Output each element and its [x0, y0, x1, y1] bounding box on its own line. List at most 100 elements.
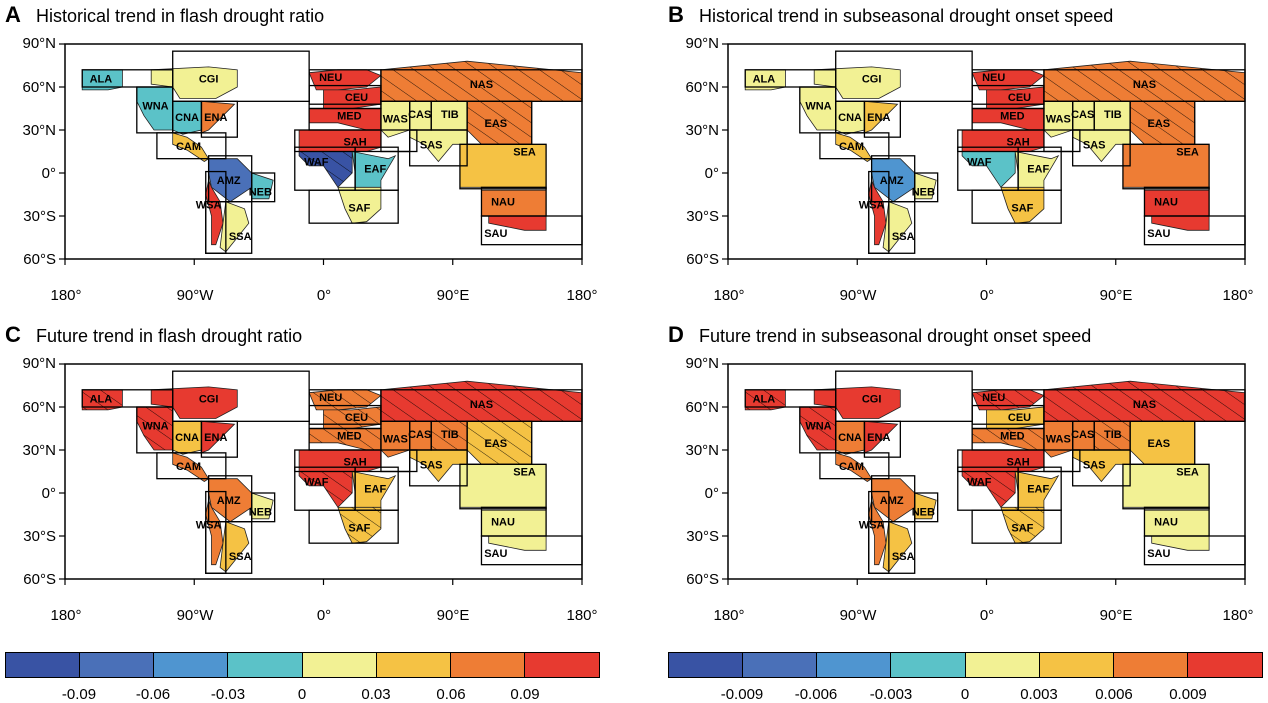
colorbar-tick: 0: [297, 686, 307, 703]
region-box-sas: [409, 449, 468, 487]
region-label: NEB: [912, 187, 935, 199]
region-label: WNA: [805, 101, 831, 113]
region-label: CAM: [176, 461, 201, 473]
colorbar-tick: 0: [960, 686, 970, 703]
colorbar-swatch: [1187, 653, 1262, 677]
region-label: EAF: [1027, 164, 1049, 176]
region-label: SAS: [1083, 139, 1106, 151]
region-label: SAH: [343, 456, 366, 468]
region-label: AMZ: [217, 495, 241, 507]
lat-label: 90°N: [685, 35, 719, 52]
lat-label: 30°N: [685, 442, 719, 459]
region-box-saf: [308, 189, 399, 224]
lat-label: 0°: [41, 485, 56, 502]
panel-letter: C: [5, 322, 21, 347]
lon-label: 180°: [566, 287, 598, 304]
colorbar-tick: -0.09: [61, 686, 97, 703]
panel-c: C Future trend in flash drought ratio AL…: [0, 320, 620, 638]
region-box-cam: [156, 452, 227, 480]
region-label: WAS: [383, 114, 408, 126]
region-label: AMZ: [217, 175, 241, 187]
region-label: TIB: [441, 109, 459, 121]
hatch-waf: [299, 471, 353, 508]
colorbar-tick: 0.009: [1169, 686, 1207, 703]
region-label: SAS: [1083, 459, 1106, 471]
region-box-ssa: [205, 521, 253, 574]
region-box-sea: [459, 143, 547, 190]
lon-label: 90°E: [436, 607, 470, 624]
region-label: SAH: [1006, 456, 1029, 468]
region-box-neb: [914, 172, 939, 203]
region-label: NEU: [319, 72, 342, 84]
lat-label: 60°S: [23, 571, 56, 588]
lon-label: 180°: [713, 607, 745, 624]
region-label: SAH: [343, 136, 366, 148]
region-label: ENA: [204, 112, 227, 124]
hatch-neu: [309, 389, 381, 410]
hatch-saf: [1000, 507, 1044, 544]
lat-label: 0°: [704, 165, 719, 182]
lat-label: 90°N: [22, 35, 56, 52]
region-box-saf: [308, 509, 399, 544]
region-label: NEB: [249, 507, 272, 519]
region-cam: [172, 452, 210, 482]
region-label: ALA: [753, 73, 776, 85]
region-box-ena: [863, 420, 901, 458]
region-label: EAS: [1148, 118, 1171, 130]
region-label: NAU: [1154, 197, 1178, 209]
region-label: CEU: [1008, 92, 1031, 104]
lat-label: 30°S: [686, 528, 719, 545]
region-label: MED: [1000, 111, 1025, 123]
colorbar-swatch: [817, 653, 892, 677]
region-label: TIB: [1104, 429, 1122, 441]
region-box-sas: [1072, 129, 1131, 167]
hatch-nas: [1043, 381, 1245, 422]
region-label: CAS: [408, 429, 431, 441]
colorbar-swatch: [891, 653, 966, 677]
region-label: WAF: [304, 477, 329, 489]
lat-label: 60°S: [686, 571, 719, 588]
colorbar-swatch: [154, 653, 229, 677]
region-saf: [1000, 186, 1045, 224]
hatch-wna: [136, 407, 173, 450]
hatch-wna: [799, 407, 836, 450]
colorbar-tick: 0.09: [510, 686, 540, 703]
lon-label: 0°: [316, 287, 332, 304]
region-label: WAF: [304, 157, 329, 169]
lon-label: 90°W: [176, 287, 214, 304]
region-label: CGI: [199, 393, 219, 405]
region-label: TIB: [1104, 109, 1122, 121]
panel-letter: A: [5, 2, 21, 27]
region-ssa: [219, 201, 250, 253]
colorbar-tick: 0.003: [1020, 686, 1058, 703]
region-label: CEU: [345, 412, 368, 424]
region-box-ena: [200, 420, 238, 458]
region-label: EAF: [1027, 484, 1049, 496]
region-label: WSA: [196, 520, 222, 532]
region-label: NEU: [982, 72, 1005, 84]
lon-label: 180°: [1222, 287, 1254, 304]
region-sah: [298, 449, 382, 472]
lat-label: 60°N: [685, 399, 719, 416]
region-sah: [298, 129, 382, 152]
hatch-ala: [82, 389, 123, 410]
colorbar-swatch: [1039, 653, 1114, 677]
colorbar-tick: -0.06: [135, 686, 171, 703]
region-label: CNA: [175, 112, 199, 124]
region-label: NAS: [1133, 79, 1156, 91]
region-label: SAS: [420, 139, 443, 151]
region-box-saf: [971, 509, 1062, 544]
hatch-eas: [1130, 101, 1195, 145]
region-label: NAS: [470, 79, 493, 91]
lon-label: 180°: [1222, 607, 1254, 624]
panel-d: D Future trend in subseasonal drought on…: [663, 320, 1268, 638]
region-box-cam: [819, 452, 890, 480]
region-label: CAM: [839, 141, 864, 153]
region-box-sea: [459, 463, 547, 510]
region-label: SAF: [1011, 202, 1033, 214]
region-label: MED: [1000, 431, 1025, 443]
region-box-sah: [957, 129, 1081, 153]
region-box-saf: [971, 189, 1062, 224]
region-label: NAU: [491, 517, 515, 529]
